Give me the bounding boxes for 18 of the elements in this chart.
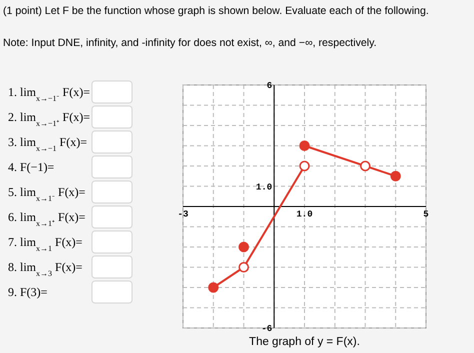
text: 7. lim$_{x→1}$ F(x)= [8,235,83,253]
y-tick-label: 6 [266,81,272,91]
chart-title: (1 point) Let F be the function whose graph is shown below. Evaluate each of the following. [3,5,429,17]
text: 2. lim$_{x→−1⁺}$ F(x)= [8,110,90,128]
x-tick-label: 1.0 [296,210,313,220]
text: 3. lim$_{x→−1}$ F(x)= [8,135,88,153]
text: 4. F(−1)= [8,160,54,174]
text: 8. lim$_{x→3}$ F(x)= [8,260,83,278]
x-axis-title: The graph of y = F(x). [249,336,360,348]
y-tick-label: 1.0 [256,182,272,192]
x-tick-label: -3 [178,210,188,220]
text: 5. lim$_{x→1⁻}$ F(x)= [8,185,86,203]
chart-subtitle: Note: Input DNE, infinity, and -infinity for does not exist, ∞, and −∞, respectively. [3,37,377,49]
y-tick-label: -6 [261,324,272,334]
x-tick-label: 5 [423,210,429,220]
text: 1. lim$_{x→−1⁻}$ F(x)= [8,85,90,103]
text: 9. F(3)= [8,285,48,299]
text: 6. lim$_{x→1⁺}$ F(x)= [8,210,86,228]
